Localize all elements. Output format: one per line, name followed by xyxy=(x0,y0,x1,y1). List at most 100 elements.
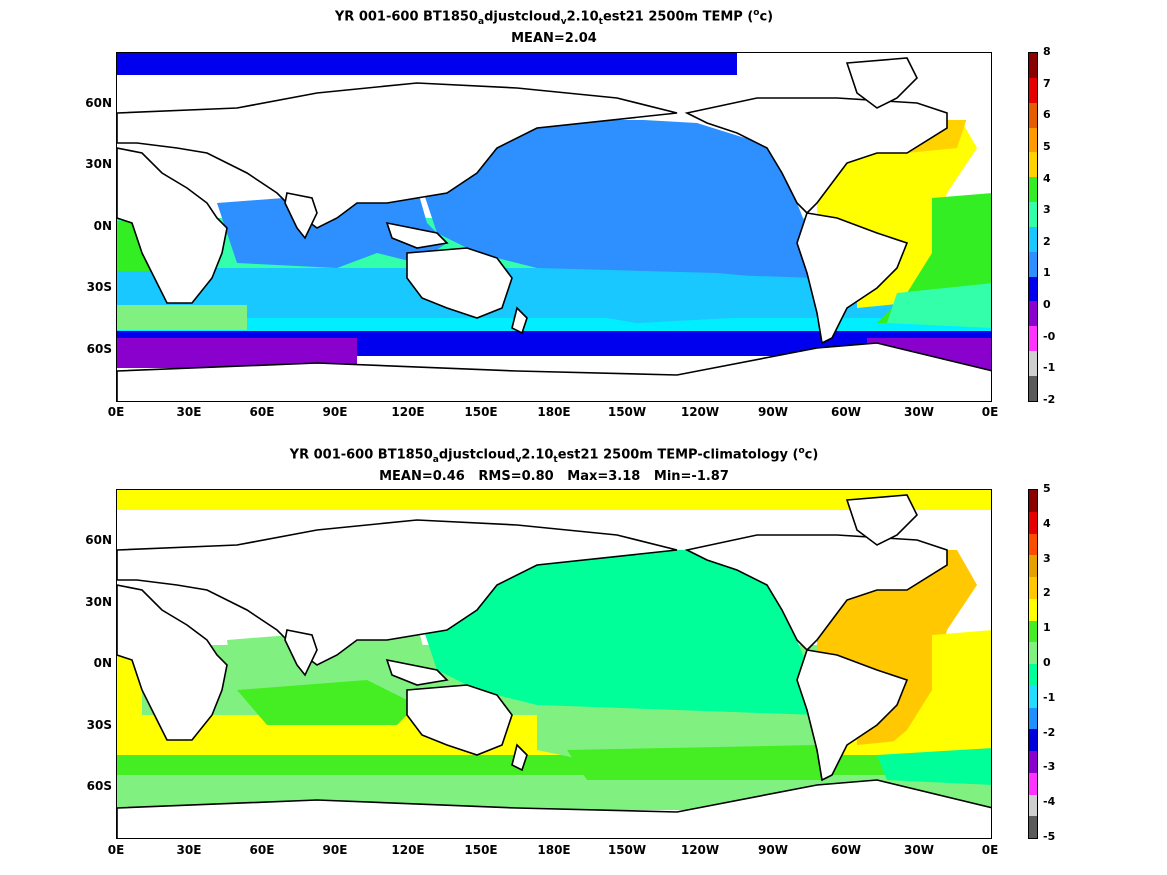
colorbar-segment xyxy=(1029,375,1037,401)
colorbar-segment xyxy=(1029,251,1037,277)
colorbar-segment xyxy=(1029,620,1037,643)
ytick-30n: 30N xyxy=(85,157,112,171)
xtick: 30W xyxy=(904,843,934,857)
xtick: 60E xyxy=(249,405,275,419)
xtick: 150E xyxy=(464,405,498,419)
atlantic-teal xyxy=(887,283,991,328)
ytick-30s: 30S xyxy=(86,280,112,294)
colorbar-label: 6 xyxy=(1043,108,1051,122)
xtick: 120E xyxy=(391,405,425,419)
colorbar-segment xyxy=(1029,642,1037,664)
indonesia xyxy=(385,221,449,249)
indian-green-fill xyxy=(237,680,417,725)
xtick: 150W xyxy=(607,405,647,419)
ytick-0n: 0N xyxy=(93,219,112,233)
colorbar-label: 0 xyxy=(1043,656,1051,669)
colorbar-segment xyxy=(1029,707,1037,730)
xtick: 0E xyxy=(107,843,125,857)
xtick: 90E xyxy=(322,843,348,857)
south-america xyxy=(796,649,909,782)
xtick: 30E xyxy=(176,405,202,419)
xtick: 120W xyxy=(680,843,720,857)
ytick-60n: 60N xyxy=(85,533,112,547)
xtick: 90W xyxy=(758,405,788,419)
india xyxy=(284,192,318,240)
colorbar-segment xyxy=(1029,511,1037,534)
colorbar-1 xyxy=(1028,52,1038,402)
colorbar-label: 2 xyxy=(1043,234,1051,248)
title-text: c) xyxy=(804,447,819,463)
xtick: 90E xyxy=(322,405,348,419)
colorbar-label: -1 xyxy=(1043,361,1056,375)
colorbar-segment xyxy=(1029,102,1037,128)
colorbar-segment xyxy=(1029,177,1037,203)
title-sup: o xyxy=(798,446,805,456)
colorbar-2 xyxy=(1028,489,1038,839)
colorbar-segment xyxy=(1029,751,1037,773)
colorbar-segment xyxy=(1029,794,1037,817)
title-text: YR 001-600 BT1850 xyxy=(334,9,478,25)
colorbar-label: 0 xyxy=(1043,298,1051,312)
ytick-60s: 60S xyxy=(86,342,112,356)
ytick-0n: 0N xyxy=(93,656,112,670)
pacific-south-fill xyxy=(517,268,827,323)
title-text: djustcloud xyxy=(438,447,516,463)
atlantic-teal xyxy=(877,748,991,785)
arctic-yellow xyxy=(117,490,991,510)
africa xyxy=(117,584,228,741)
colorbar-segment xyxy=(1029,490,1037,512)
colorbar-segment xyxy=(1029,772,1037,795)
panel2-subtitle: MEAN=0.46 RMS=0.80 Max=3.18 Min=-1.87 xyxy=(379,469,729,484)
colorbar-segment xyxy=(1029,202,1037,227)
panel2-title: YR 001-600 BT1850adjustcloudv2.10test21 … xyxy=(116,443,992,469)
xtick: 0E xyxy=(981,405,999,419)
map-2-svg xyxy=(117,490,991,838)
colorbar-label: -5 xyxy=(1043,830,1056,843)
colorbar-segment xyxy=(1029,533,1037,556)
xtick: 0E xyxy=(981,843,999,857)
ytick-30n: 30N xyxy=(85,595,112,609)
xtick: 30W xyxy=(904,405,934,419)
map-panel-2 xyxy=(116,489,992,839)
colorbar-segment xyxy=(1029,77,1037,103)
title-text: est21 2500m TEMP-climatology ( xyxy=(557,447,799,463)
australia xyxy=(406,684,513,756)
new-zealand xyxy=(511,743,528,772)
colorbar-label: 1 xyxy=(1043,621,1051,635)
land-masses xyxy=(117,57,991,401)
colorbar-segment xyxy=(1029,226,1037,252)
colorbar-label: 5 xyxy=(1043,482,1051,495)
colorbar-segment xyxy=(1029,326,1037,352)
xtick: 90W xyxy=(758,843,788,857)
colorbar-segment xyxy=(1029,555,1037,577)
greenland xyxy=(845,57,918,109)
colorbar-label: -3 xyxy=(1043,760,1056,774)
title-sub: v xyxy=(560,16,567,27)
title-sub: v xyxy=(515,454,522,465)
colorbar-label: 2 xyxy=(1043,586,1051,600)
xtick: 150E xyxy=(464,843,498,857)
colorbar-label: 4 xyxy=(1043,516,1051,530)
title-sup: o xyxy=(753,8,760,18)
title-text: est21 2500m TEMP ( xyxy=(602,9,754,25)
colorbar-segment xyxy=(1029,53,1037,78)
indonesia xyxy=(385,658,449,686)
colorbar-segment xyxy=(1029,301,1037,327)
pacific-teal xyxy=(417,545,827,720)
colorbar-label: 7 xyxy=(1043,76,1051,90)
panel1-subtitle: MEAN=2.04 xyxy=(511,31,597,46)
panel1-title: YR 001-600 BT1850adjustcloudv2.10test21 … xyxy=(116,5,992,31)
xtick: 60W xyxy=(831,843,861,857)
new-zealand xyxy=(511,306,528,335)
colorbar-label: -2 xyxy=(1043,393,1056,406)
antarctica xyxy=(117,342,991,401)
colorbar-segment xyxy=(1029,577,1037,599)
colorbar-segment xyxy=(1029,664,1037,686)
xtick: 120W xyxy=(680,405,720,419)
ytick-30s: 30S xyxy=(86,718,112,732)
indian-ocean-fill xyxy=(217,188,447,268)
xtick: 180E xyxy=(537,405,571,419)
xtick: 60W xyxy=(831,405,861,419)
pacific-south-deepgreen xyxy=(567,745,822,780)
colorbar-label: -2 xyxy=(1043,725,1056,739)
